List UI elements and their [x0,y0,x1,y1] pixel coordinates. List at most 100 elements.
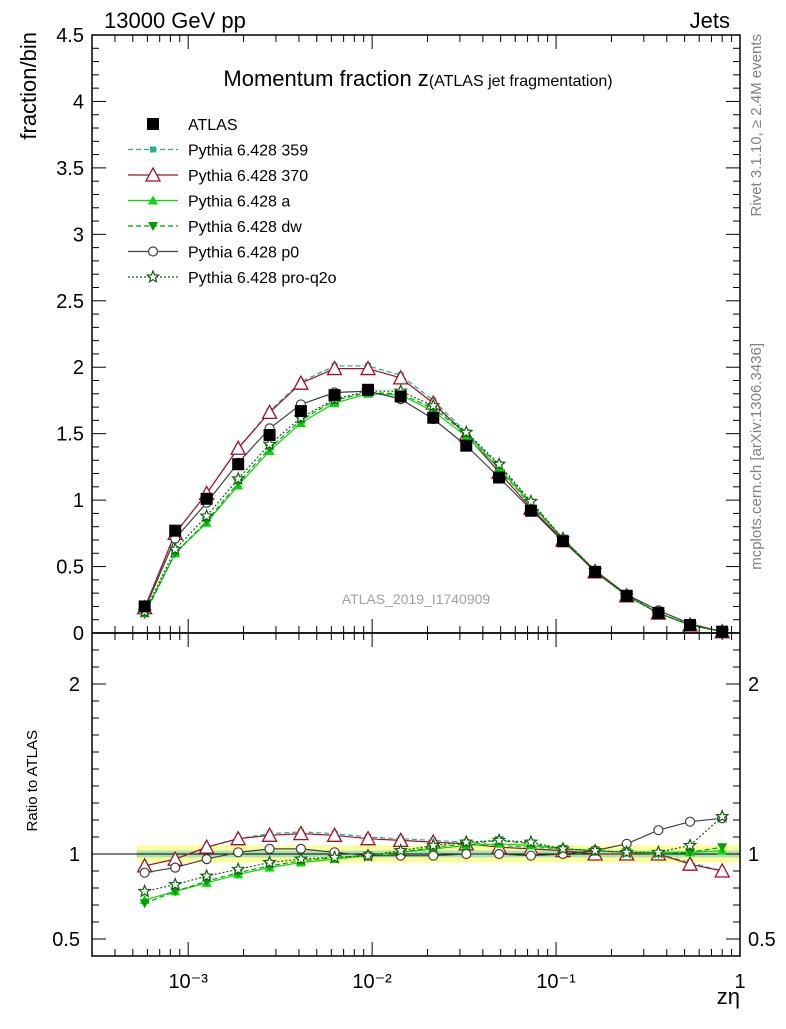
data-point-atlas [684,619,697,632]
ratio-point-pythia-6-428-pro-q2o [651,844,666,859]
x-tick-label: 10⁻³ [168,971,208,993]
legend-marker [150,146,156,153]
mcplots-label: mcplots.cern.ch [arXiv:1306.3436] [748,343,765,570]
legend-item-pythia-6-428-p0: Pythia 6.428 p0 [128,245,299,262]
y-tick-label-main: 4 [73,91,84,113]
energy-label: 13000 GeV pp [104,8,246,33]
legend-marker [148,195,158,205]
y-tick-label-ratio: 1 [69,844,80,866]
ratio-point-pythia-6-428-p0 [201,853,212,865]
ratio-point-pythia-6-428-370 [198,838,215,854]
x-axis-title: zη [717,984,740,1009]
y-tick-label-main: 3 [73,224,84,246]
ratio-point-pythia-6-428-pro-q2o [327,849,342,864]
x-tick-label: 10⁻² [352,971,392,993]
legend-label: Pythia 6.428 a [188,194,290,211]
ratio-point-pythia-6-428-dw [139,899,150,909]
ratio-point-pythia-6-428-pro-q2o [167,876,183,891]
ratio-point-pythia-6-428-pro-q2o [293,851,309,866]
y-tick-label-ratio-right: 1 [748,844,759,866]
legend-marker [147,246,159,257]
ratio-point-pythia-6-428-p0 [684,816,696,827]
legend-item-pythia-6-428-a: Pythia 6.428 a [128,194,290,211]
ratio-point-pythia-6-428-370 [292,825,309,841]
y-tick-label-main: 0.5 [56,557,84,579]
series-layer [136,360,731,639]
ratio-point-pythia-6-428-370 [230,830,247,846]
chart-title-main: Momentum fraction z [223,66,428,91]
ratio-point-pythia-6-428-pro-q2o [523,834,539,849]
ratio-series-pythia-6-428-pro-q2o [137,808,730,898]
ratio-point-pythia-6-428-pro-q2o [587,842,603,857]
ratio-point-pythia-6-428-pro-q2o [459,834,474,849]
ratio-point-pythia-6-428-370 [359,830,377,846]
ratio-series-pythia-6-428-370 [136,825,731,878]
data-point-atlas [589,565,602,578]
ratio-point-pythia-6-428-pro-q2o [682,837,698,852]
ratio-point-pythia-6-428-pro-q2o [230,861,246,876]
ratio-point-pythia-6-428-p0 [493,848,505,860]
legend-label: ATLAS [188,117,238,134]
data-point-pythia-6-428-370 [392,369,409,385]
ratio-point-pythia-6-428-p0 [233,847,244,858]
data-point-pythia-6-428-pro-q2o [491,456,507,471]
y-tick-label-ratio: 0.5 [52,929,80,951]
ratio-point-pythia-6-428-p0 [525,850,537,861]
legend-label: Pythia 6.428 pro-q2o [188,270,337,287]
legend-label: Pythia 6.428 dw [188,219,302,236]
data-point-pythia-6-428-370 [292,374,309,390]
y-tick-label-ratio-right: 0.5 [748,929,776,951]
legend-item-pythia-6-428-370: Pythia 6.428 370 [128,166,308,185]
x-tick-label: 10⁻¹ [536,971,576,993]
ratio-point-pythia-6-428-p0 [653,825,664,836]
chart-title: Momentum fraction z(ATLAS jet fragmentat… [223,66,612,91]
data-point-pythia-6-428-pro-q2o [230,471,246,486]
data-point-atlas [263,428,276,441]
ratio-point-pythia-6-428-370 [326,826,343,842]
legend-marker [145,269,161,284]
data-point-atlas [493,471,506,484]
ratio-point-pythia-6-428-dw [170,887,181,897]
data-point-atlas [169,524,182,537]
data-point-atlas [138,600,151,613]
ratio-plot-frame [91,632,741,957]
legend-item-pythia-6-428-359: Pythia 6.428 359 [128,143,308,160]
ratio-point-pythia-6-428-pro-q2o [714,808,730,823]
ratio-point-pythia-6-428-p0 [139,867,150,878]
axis-layer: 10⁻³ 10⁻² 10⁻¹ 100.511.522.533.544.50.5 0.51… [52,25,776,993]
ratio-point-pythia-6-428-pro-q2o [619,844,634,859]
ratio-point-pythia-6-428-pro-q2o [137,883,152,898]
data-point-pythia-6-428-370 [230,439,247,455]
ratio-point-pythia-6-428-dw [717,843,728,853]
ratio-point-pythia-6-428-p0 [428,850,439,861]
data-point-atlas [232,458,245,471]
y-tick-label-main: 2.5 [56,291,84,313]
ratio-point-pythia-6-428-370 [714,862,731,878]
data-point-atlas [294,405,307,418]
data-point-pythia-6-428-pro-q2o [199,508,214,523]
legend-marker [148,222,158,231]
ratio-point-pythia-6-428-pro-q2o [555,841,571,856]
data-point-pythia-6-428-pro-q2o [425,398,441,412]
y-axis-title-ratio: Ratio to ATLAS [24,730,41,831]
ratio-point-pythia-6-428-pro-q2o [491,832,507,847]
y-axis-title-main: fraction/bin [16,32,41,140]
ratio-point-pythia-6-428-370 [261,826,278,842]
ratio-point-pythia-6-428-pro-q2o [393,842,408,857]
data-point-atlas [328,389,341,402]
legend-label: Pythia 6.428 359 [188,143,308,160]
ratio-point-pythia-6-428-p0 [461,848,472,860]
legend: ATLAS Pythia 6.428 359 Pythia 6.428 370 Pyt… [128,117,337,287]
data-point-pythia-6-428-pro-q2o [262,436,277,451]
y-tick-label-main: 3.5 [56,158,84,180]
ratio-layer [136,808,731,909]
legend-label: Pythia 6.428 p0 [188,245,299,262]
data-point-pythia-6-428-pro-q2o [167,541,183,556]
legend-item-atlas: ATLAS [147,117,238,134]
ratio-point-pythia-6-428-pro-q2o [199,868,214,883]
data-point-atlas [394,390,407,403]
data-point-atlas [524,504,537,517]
y-tick-label-main: 1 [73,490,84,512]
